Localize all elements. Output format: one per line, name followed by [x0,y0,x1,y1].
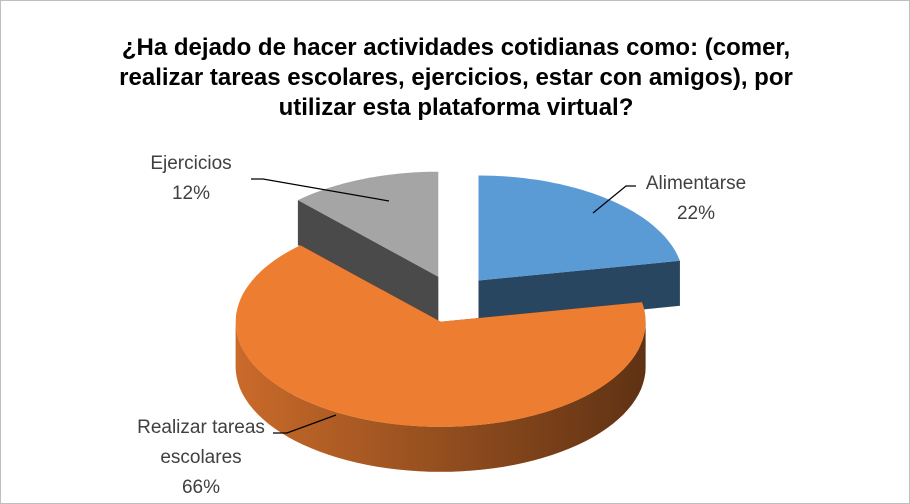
slice-label: Ejercicios 12% [126,149,256,209]
slice-shade [297,200,439,322]
leader-line [592,185,636,214]
leader-line [251,178,390,202]
category-label: Ejercicios [150,153,232,174]
leader-line [273,414,337,434]
category-label: Alimentarse [645,173,747,194]
slice-shade [235,321,646,472]
slice-label: Realizar tareas escolares 66% [116,413,286,503]
value-label: 66% [181,477,221,498]
slice [478,175,680,281]
value-label: 22% [676,203,716,224]
slice-label: Alimentarse 22% [636,169,756,229]
category-label: Realizar tareas escolares [137,417,265,468]
value-label: 12% [171,183,211,204]
slice [235,245,646,427]
chart-title: ¿Ha dejado de hacer actividades cotidian… [119,34,793,121]
slice [297,171,439,277]
